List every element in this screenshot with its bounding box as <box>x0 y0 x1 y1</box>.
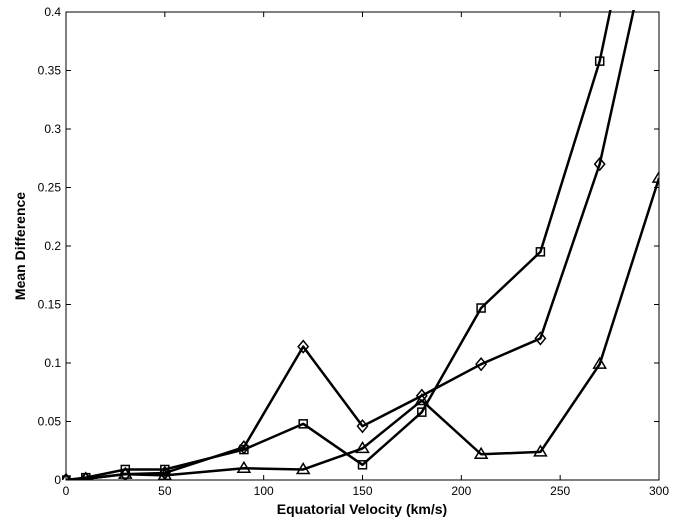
plot-area <box>65 11 660 481</box>
diamond-marker <box>62 472 72 480</box>
triangle-marker <box>157 467 173 480</box>
series-layer <box>65 10 659 480</box>
square-marker <box>120 464 131 475</box>
series-line-triangle <box>65 177 659 480</box>
y-tick-label: 0.15 <box>38 298 62 312</box>
triangle-marker <box>117 466 133 479</box>
x-tick-label: 0 <box>63 484 70 498</box>
x-tick-label: 200 <box>451 484 471 498</box>
series-line-square <box>65 10 612 480</box>
diamond-marker <box>119 466 132 480</box>
y-tick-label: 0.4 <box>44 5 61 19</box>
square-marker <box>417 407 427 417</box>
triangle-marker <box>62 472 71 480</box>
triangle-marker <box>295 462 311 475</box>
diamond-marker <box>237 440 250 455</box>
tick-labels: 0 50 100 150 200 250 300 0 0.05 0.1 0.15 0.2 0.25 0.3… <box>38 5 670 498</box>
y-tick-label: 0 <box>54 473 61 487</box>
triangle-marker <box>80 471 91 480</box>
square-marker <box>476 303 486 313</box>
y-axis-title: Mean Difference <box>12 192 28 300</box>
square-marker <box>160 464 170 475</box>
diamond-marker <box>297 339 310 354</box>
x-tick-label: 300 <box>649 484 669 498</box>
square-marker <box>62 475 71 480</box>
diamond-marker <box>593 156 606 172</box>
triangle-marker <box>473 446 489 460</box>
x-axis-title: Equatorial Velocity (km/s) <box>277 501 447 517</box>
y-tick-label: 0.1 <box>44 356 61 370</box>
x-tick-label: 150 <box>352 484 372 498</box>
triangle-marker <box>414 392 430 406</box>
triangle-marker <box>592 356 608 369</box>
triangle-marker <box>236 460 252 474</box>
diamond-marker <box>79 471 92 480</box>
triangle-marker <box>533 444 548 457</box>
y-tick-label: 0.3 <box>44 122 61 136</box>
triangle-marker <box>355 440 370 454</box>
diamond-marker <box>415 388 428 403</box>
y-tick-label: 0.35 <box>38 64 62 78</box>
diamond-marker <box>356 419 369 434</box>
diamond-marker <box>475 356 488 372</box>
x-tick-label: 250 <box>550 484 570 498</box>
square-marker <box>594 56 605 66</box>
y-tick-label: 0.2 <box>44 239 61 253</box>
y-tick-label: 0.05 <box>38 415 62 429</box>
x-tick-label: 50 <box>158 484 172 498</box>
square-marker <box>535 247 546 257</box>
diamond-marker <box>534 331 547 346</box>
y-tick-label: 0.25 <box>38 181 62 195</box>
triangle-marker <box>651 170 659 183</box>
x-tick-label: 100 <box>254 484 274 498</box>
square-marker <box>357 460 368 470</box>
marker-layer <box>62 56 659 480</box>
square-marker <box>298 419 308 429</box>
